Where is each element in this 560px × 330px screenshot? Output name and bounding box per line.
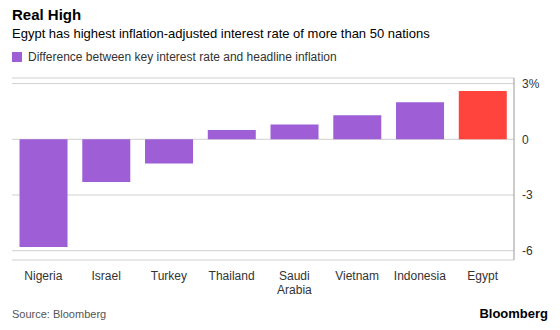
html-text:Difference between key interes: Difference between key interest rate and…: [28, 50, 337, 64]
svg-text:3%: 3%: [522, 77, 540, 91]
svg-text:Israel: Israel: [91, 269, 120, 283]
svg-text:Egypt: Egypt: [467, 269, 498, 283]
svg-text:0: 0: [522, 133, 529, 147]
html-text:Source: Bloomberg: Source: Bloomberg: [12, 308, 107, 320]
svg-text:Nigeria: Nigeria: [24, 269, 62, 283]
svg-text:-6: -6: [522, 244, 533, 258]
svg-text:SaudiArabia: SaudiArabia: [277, 269, 312, 297]
svg-text:Turkey: Turkey: [151, 269, 187, 283]
svg-text:-3: -3: [522, 188, 533, 202]
html-text:Egypt has highest inflation-ad: Egypt has highest inflation-adjusted int…: [12, 26, 430, 41]
svg-text:Thailand: Thailand: [209, 269, 255, 283]
html-text:Real High: Real High: [12, 6, 82, 23]
html-text:Bloomberg: Bloomberg: [479, 306, 548, 321]
svg-text:Vietnam: Vietnam: [335, 269, 379, 283]
svg-text:Indonesia: Indonesia: [394, 269, 446, 283]
